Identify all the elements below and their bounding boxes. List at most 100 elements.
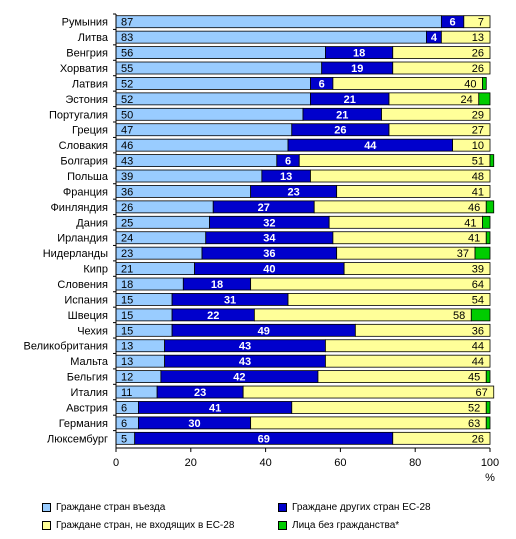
data-label: 6: [121, 402, 127, 414]
data-label: 41: [464, 217, 476, 229]
data-label: 45: [468, 372, 480, 384]
data-label: 26: [472, 63, 484, 75]
bar-segment: [452, 138, 491, 152]
x-tick-label: 0: [113, 457, 119, 469]
category-label: Дания: [76, 217, 108, 229]
data-label: 87: [121, 17, 133, 29]
bar-segment: [325, 339, 491, 353]
data-label: 21: [344, 94, 356, 106]
bar-segment: [485, 416, 491, 430]
data-label: 67: [475, 387, 487, 399]
bar-segment: [463, 15, 491, 29]
bar-segment: [332, 231, 487, 245]
bar-segment: [115, 61, 323, 75]
bar-segment: [115, 401, 139, 414]
data-label: 21: [336, 109, 348, 121]
data-label: 22: [207, 310, 219, 322]
data-label: 23: [194, 387, 206, 399]
data-label: 24: [121, 233, 133, 245]
category-label: Люксембург: [47, 433, 108, 445]
legend-label: Граждане стран, не входящих в ЕС-28: [56, 520, 235, 531]
bar-segment: [287, 293, 491, 306]
bar-segment: [388, 123, 491, 137]
bar-segment: [115, 77, 311, 90]
data-label: 56: [121, 48, 133, 60]
bar-segment: [485, 200, 495, 214]
data-label: 43: [239, 341, 251, 353]
bar-segment: [115, 138, 289, 152]
data-label: 42: [233, 372, 245, 384]
data-label: 55: [121, 63, 133, 75]
data-label: 24: [461, 94, 473, 106]
legend: Граждане стран въезда Граждане других ст…: [42, 498, 482, 538]
category-label: Франция: [63, 186, 108, 198]
bar-segment: [332, 77, 483, 90]
bar-segment: [440, 30, 491, 44]
legend-label: Граждане других стран ЕС-28: [292, 502, 431, 513]
data-label: 6: [285, 156, 291, 168]
bar-segment: [310, 169, 491, 183]
data-label: 52: [121, 78, 133, 90]
bar-segment: [328, 215, 483, 229]
legend-item: Граждане стран, не входящих в ЕС-28: [42, 520, 234, 531]
data-label: 58: [453, 310, 465, 322]
bar-segment: [482, 77, 487, 90]
bar-segment: [482, 215, 491, 229]
legend-item: Граждане стран въезда: [42, 502, 165, 513]
x-tick-label: 80: [409, 457, 421, 469]
x-tick-label: 60: [334, 457, 346, 469]
data-label: 46: [121, 140, 133, 152]
legend-swatch: [278, 521, 287, 530]
data-label: 5: [121, 433, 127, 445]
bar-segment: [325, 354, 491, 368]
data-label: 26: [472, 433, 484, 445]
bar-segment: [485, 370, 491, 384]
bar-segment: [115, 169, 263, 183]
bar-segment: [317, 370, 487, 384]
data-label: 63: [468, 418, 480, 430]
data-label: 48: [472, 171, 484, 183]
category-label: Словения: [57, 279, 108, 291]
data-label: 37: [457, 248, 469, 260]
legend-item: Граждане других стран ЕС-28: [278, 502, 431, 513]
legend-label: Лица без гражданства*: [292, 520, 400, 531]
category-label: Греция: [72, 125, 108, 137]
data-label: 40: [464, 78, 476, 90]
category-label: Швеция: [68, 310, 108, 322]
bar-segment: [250, 277, 491, 291]
data-label: 18: [211, 279, 223, 291]
x-tick-label: 20: [185, 457, 197, 469]
category-label: Финляндия: [50, 202, 108, 214]
data-label: 46: [468, 202, 480, 214]
data-label: 43: [239, 356, 251, 368]
data-label: 41: [468, 233, 480, 245]
legend-label: Граждане стран въезда: [56, 502, 166, 513]
category-label: Хорватия: [60, 63, 108, 75]
data-label: 10: [472, 140, 484, 152]
category-label: Польша: [67, 171, 109, 183]
data-label: 44: [364, 140, 377, 152]
bar-segment: [298, 154, 491, 167]
category-label: Венгрия: [66, 48, 108, 60]
data-label: 52: [468, 402, 480, 414]
category-label: Великобритания: [24, 341, 109, 353]
category-label: Италия: [71, 387, 109, 399]
bar-segment: [336, 185, 491, 198]
bar-segment: [115, 154, 278, 167]
data-label: 49: [258, 325, 270, 337]
data-label: 54: [472, 294, 484, 306]
category-label: Германия: [59, 418, 108, 430]
data-label: 15: [121, 294, 133, 306]
data-label: 21: [121, 264, 133, 276]
data-label: 26: [472, 48, 484, 60]
data-label: 6: [450, 17, 456, 29]
data-label: 19: [351, 63, 363, 75]
data-label: 12: [121, 372, 133, 384]
data-label: 11: [121, 387, 132, 399]
bar-segment: [336, 246, 476, 260]
data-label: 27: [472, 125, 484, 137]
bar-segment: [115, 185, 252, 198]
data-label: 34: [263, 233, 276, 245]
data-label: 25: [121, 217, 133, 229]
